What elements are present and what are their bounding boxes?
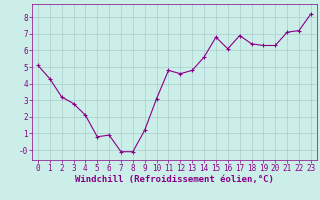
X-axis label: Windchill (Refroidissement éolien,°C): Windchill (Refroidissement éolien,°C) <box>75 175 274 184</box>
